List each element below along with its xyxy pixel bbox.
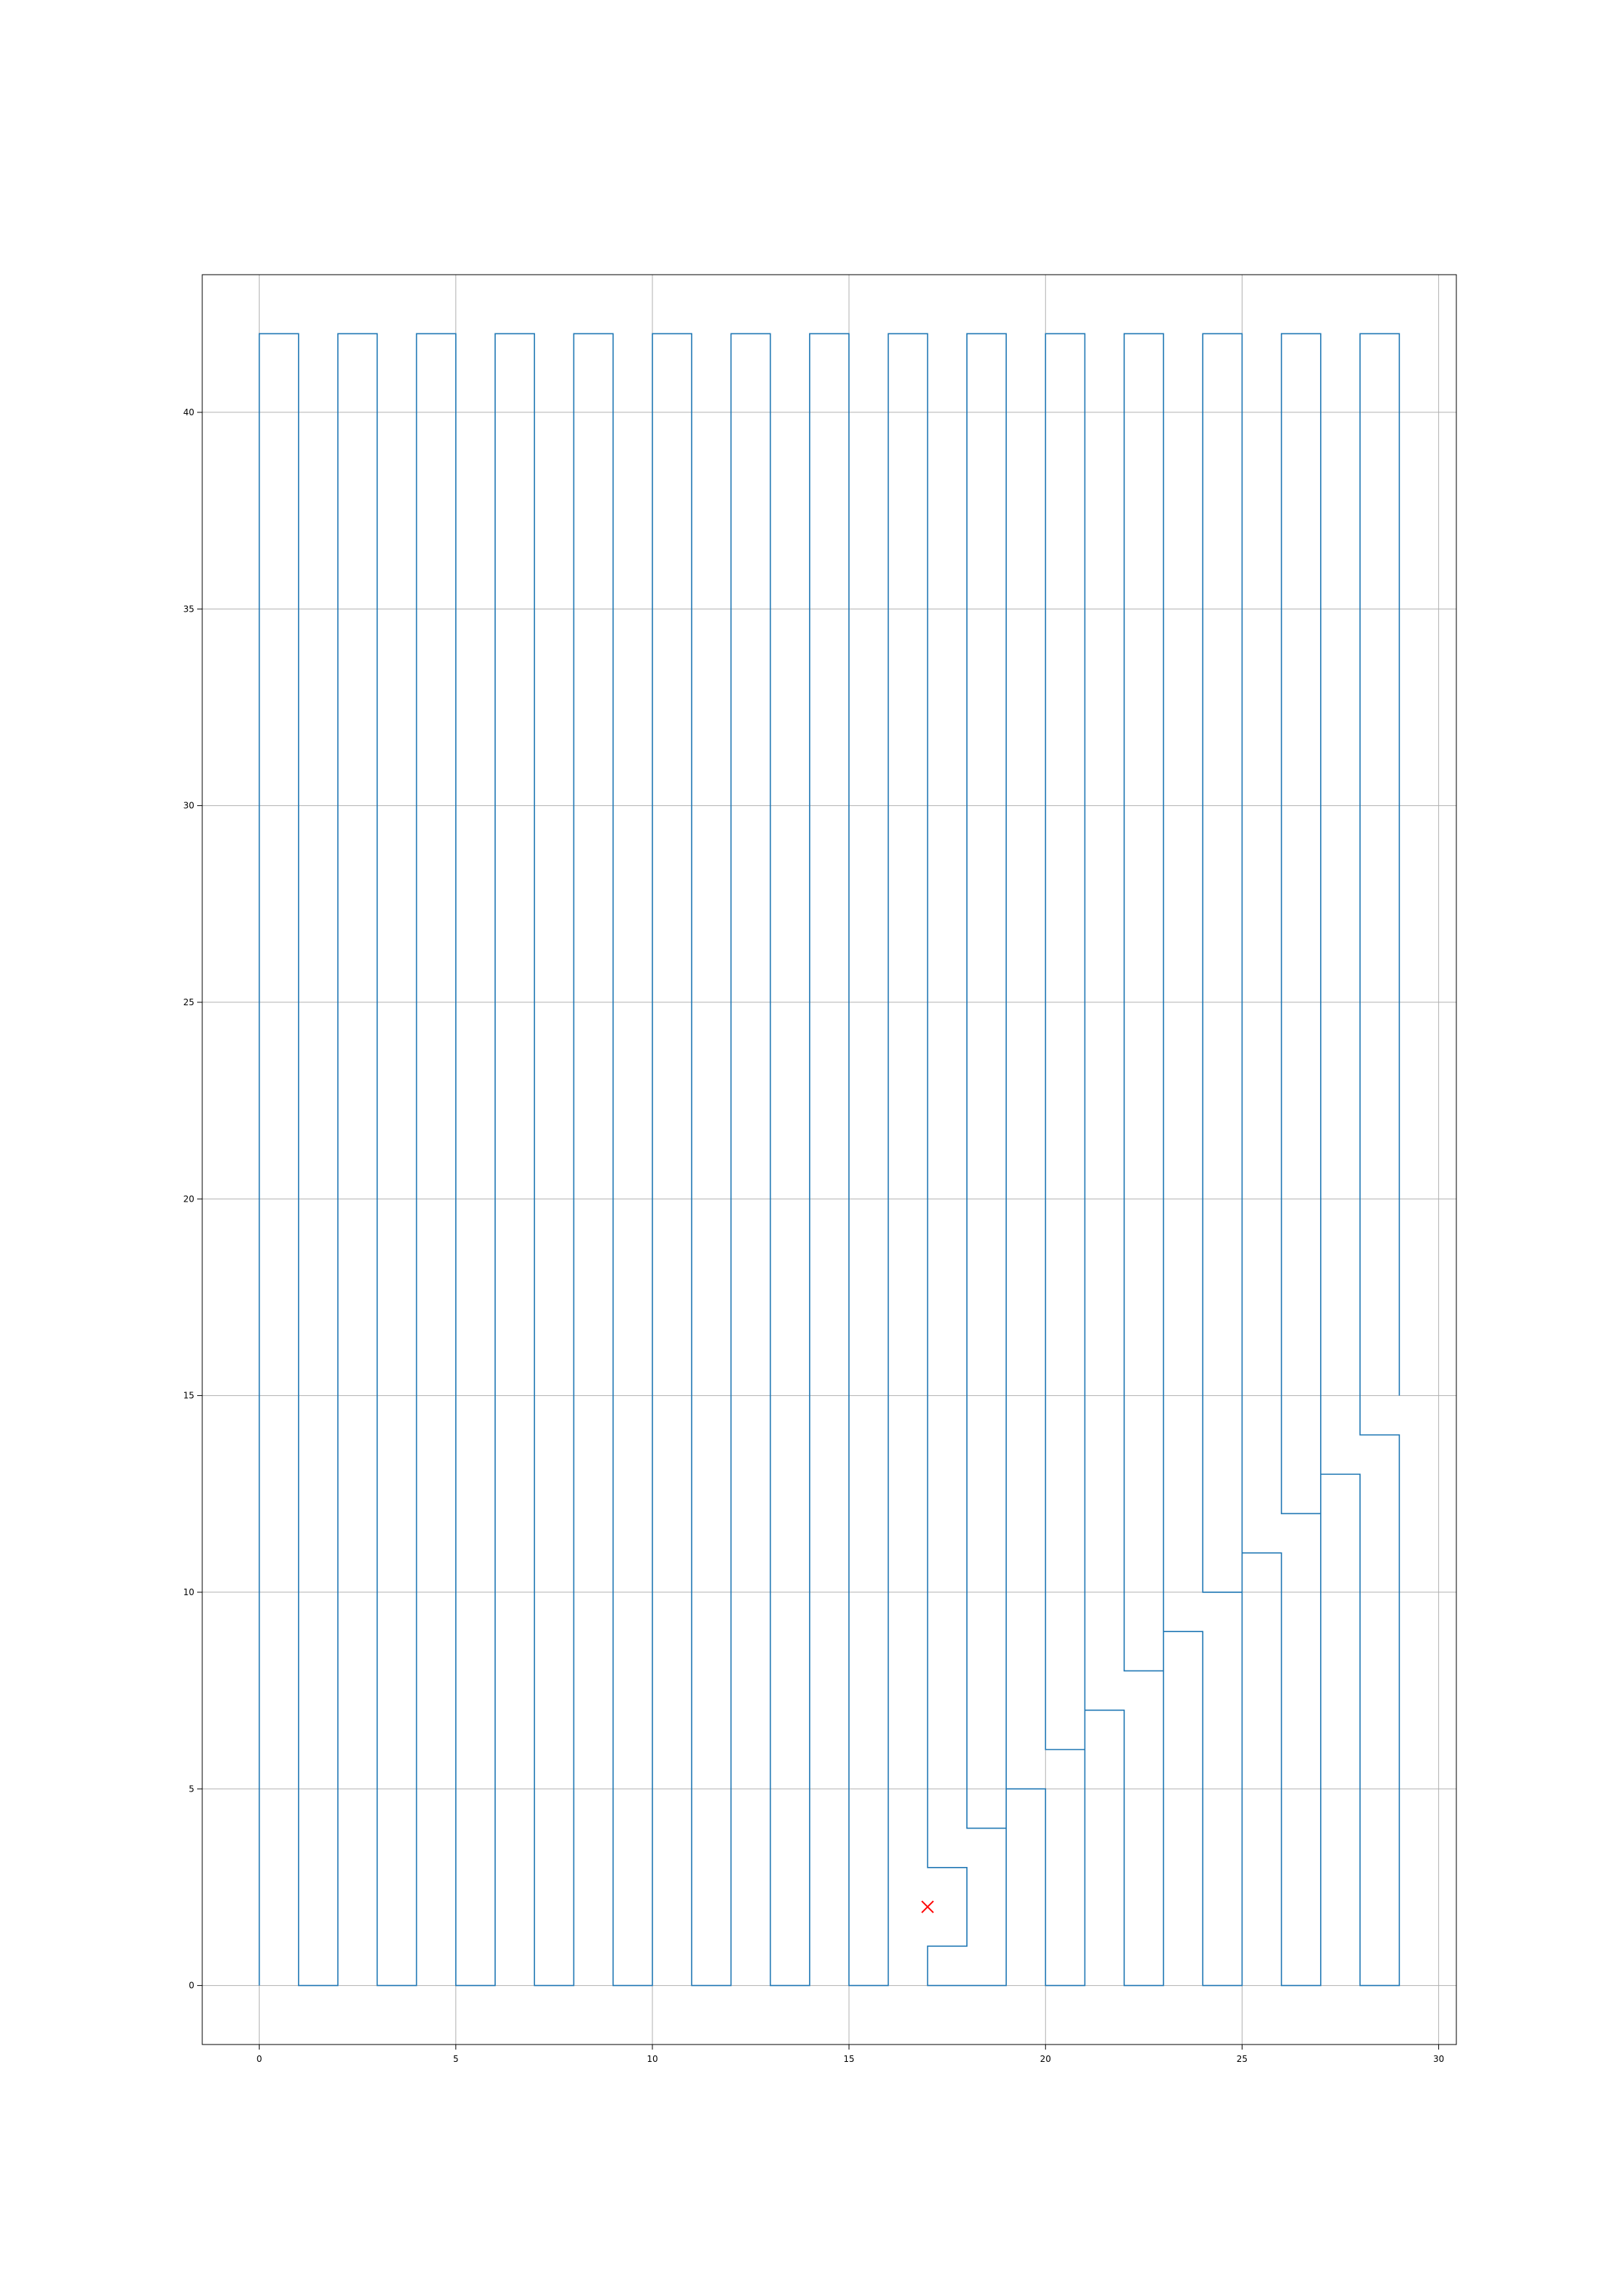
x-tick-label-25: 25 bbox=[1237, 2054, 1248, 2064]
y-tick-label-30: 30 bbox=[183, 801, 194, 811]
y-tick-label-15: 15 bbox=[183, 1391, 194, 1401]
y-tick-label-20: 20 bbox=[183, 1194, 194, 1204]
y-tick-label-5: 5 bbox=[188, 1784, 194, 1794]
y-tick-label-35: 35 bbox=[183, 604, 194, 614]
x-tick-label-15: 15 bbox=[843, 2054, 854, 2064]
marker-layer bbox=[921, 1900, 934, 1913]
y-tick-label-25: 25 bbox=[183, 997, 194, 1007]
y-tick-label-0: 0 bbox=[188, 1981, 194, 1991]
x-tick-label-5: 5 bbox=[453, 2054, 459, 2064]
ticks: 0 5 10 15 20 25 30 0 5 10 15 20 25 30 35 40 bbox=[183, 407, 1445, 2064]
y-tick-label-10: 10 bbox=[183, 1587, 194, 1597]
marker-x-0 bbox=[921, 1900, 934, 1913]
y-tick-label-40: 40 bbox=[183, 407, 194, 417]
x-tick-label-20: 20 bbox=[1040, 2054, 1051, 2064]
x-tick-label-0: 0 bbox=[257, 2054, 262, 2064]
x-tick-label-10: 10 bbox=[647, 2054, 657, 2064]
series-line-0 bbox=[258, 333, 1401, 1987]
x-tick-label-30: 30 bbox=[1433, 2054, 1444, 2064]
series-layer bbox=[258, 333, 1401, 1987]
axes-frame bbox=[202, 274, 1457, 2045]
